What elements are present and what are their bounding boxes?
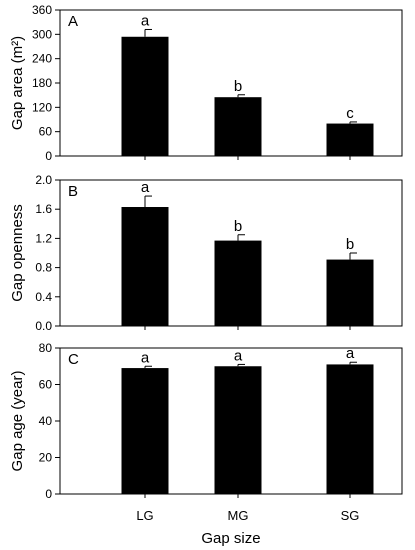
x-category-label-lg: LG xyxy=(136,508,153,523)
y-tick-label: 2.0 xyxy=(35,173,52,187)
axes-frame xyxy=(59,179,403,327)
bar-mg xyxy=(214,240,262,326)
y-tick-label: 1.6 xyxy=(35,202,52,216)
y-tick-label: 60 xyxy=(39,378,53,392)
significance-letter-lg: a xyxy=(141,179,150,196)
y-tick-label: 240 xyxy=(32,52,52,66)
bar-lg xyxy=(121,207,169,326)
panel-a: a b c 0 60 120 180 240 300 360 Gap area (m²) A xyxy=(9,3,403,163)
x-category-label-sg: SG xyxy=(341,508,360,523)
significance-letter-sg: b xyxy=(346,236,354,253)
y-tick-label: 180 xyxy=(32,76,52,90)
error-bar-lg xyxy=(144,28,152,37)
x-category-label-mg: MG xyxy=(228,508,249,523)
y-tick-label: 120 xyxy=(32,100,52,114)
significance-letter-mg: a xyxy=(234,347,243,364)
y-axis-label: Gap age (year) xyxy=(9,371,26,472)
error-bar-mg xyxy=(237,94,245,98)
y-tick-label: 0.0 xyxy=(35,319,52,333)
panel-b: a b b 0.0 0.4 0.8 1.2 1.6 2.0 Gap openness B xyxy=(9,173,403,333)
y-tick-label: 300 xyxy=(32,27,52,41)
panel-c: a a a 0 20 40 60 80 Gap age (year) C xyxy=(9,341,403,501)
y-tick-label: 40 xyxy=(39,414,53,428)
bar-lg xyxy=(121,36,169,157)
error-bar-sg xyxy=(349,121,357,124)
significance-letter-sg: c xyxy=(346,105,354,122)
error-bar-mg xyxy=(237,363,245,367)
bar-sg xyxy=(326,364,374,494)
error-bar-sg xyxy=(349,252,357,260)
significance-letter-mg: b xyxy=(234,218,242,235)
panel-letter: B xyxy=(68,183,78,200)
bar-sg xyxy=(326,259,374,326)
y-tick-label: 0 xyxy=(45,487,52,501)
x-axis-title: Gap size xyxy=(201,530,260,547)
panel-letter: C xyxy=(68,351,79,368)
y-tick-label: 80 xyxy=(39,341,53,355)
y-tick-label: 60 xyxy=(39,125,53,139)
error-bar-lg xyxy=(144,195,152,208)
bar-mg xyxy=(214,366,262,494)
y-tick-label: 0.8 xyxy=(35,261,52,275)
significance-letter-sg: a xyxy=(346,345,355,362)
error-bar-mg xyxy=(237,234,245,241)
y-tick-label: 0.4 xyxy=(35,290,52,304)
y-tick-label: 1.2 xyxy=(35,231,52,245)
bar-mg xyxy=(214,97,262,156)
significance-letter-lg: a xyxy=(141,349,150,366)
y-axis-label: Gap openness xyxy=(9,204,26,302)
y-tick-label: 0 xyxy=(45,149,52,163)
error-bar-lg xyxy=(144,365,152,369)
y-tick-label: 360 xyxy=(32,3,52,17)
error-bar-sg xyxy=(349,361,357,365)
panel-letter: A xyxy=(68,13,78,30)
y-tick-label: 20 xyxy=(39,451,53,465)
bar-lg xyxy=(121,368,169,494)
bar-sg xyxy=(326,123,374,156)
significance-letter-lg: a xyxy=(141,12,150,29)
y-axis-label: Gap area (m²) xyxy=(9,36,26,130)
significance-letter-mg: b xyxy=(234,78,242,95)
